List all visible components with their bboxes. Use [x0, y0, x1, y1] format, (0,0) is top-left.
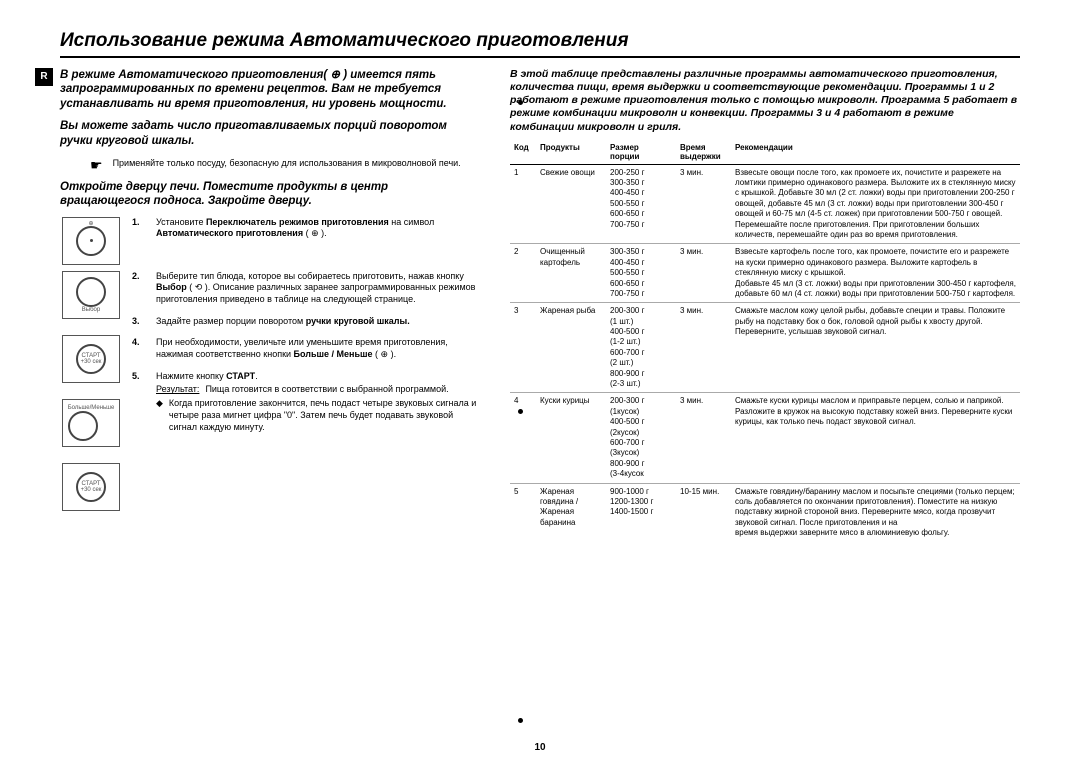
- table-cell: 3 мин.: [676, 244, 731, 303]
- pointing-hand-icon: ☛: [90, 158, 103, 172]
- table-cell: 1: [510, 164, 536, 244]
- th-size: Размер порции: [606, 140, 676, 165]
- table-cell: 3 мин.: [676, 164, 731, 244]
- step-number: 5.: [132, 371, 146, 433]
- table-row: 1Свежие овощи200-250 г 300-350 г 400-450…: [510, 164, 1020, 244]
- step-3-text: Задайте размер порции поворотом ручки кр…: [156, 316, 480, 328]
- table-cell: Свежие овощи: [536, 164, 606, 244]
- table-cell: 5: [510, 483, 536, 541]
- table-cell: Куски курицы: [536, 393, 606, 483]
- instruction-intro: Откройте дверцу печи. Поместите продукты…: [60, 180, 480, 209]
- binding-dots: [518, 100, 523, 723]
- table-row: 3Жареная рыба200-300 г (1 шт.) 400-500 г…: [510, 303, 1020, 393]
- steps-list: ⊕ 1. Установите Переключатель режимов пр…: [60, 217, 480, 511]
- table-cell: 900-1000 г 1200-1300 г 1400-1500 г: [606, 483, 676, 541]
- table-cell: Взвесьте картофель после того, как промо…: [731, 244, 1020, 303]
- table-cell: 3: [510, 303, 536, 393]
- step-number: 2.: [132, 271, 146, 306]
- diamond-bullet-icon: ◆: [156, 398, 163, 433]
- right-column: В этой таблице представлены различные пр…: [510, 68, 1020, 542]
- safety-note: ☛ Применяйте только посуду, безопасную д…: [90, 158, 480, 172]
- table-cell: 200-250 г 300-350 г 400-450 г 500-550 г …: [606, 164, 676, 244]
- page-number: 10: [534, 742, 545, 753]
- intro-paragraph-2: Вы можете задать число приготавливаемых …: [60, 119, 480, 148]
- table-cell: 3 мин.: [676, 303, 731, 393]
- table-cell: 300-350 г 400-450 г 500-550 г 600-650 г …: [606, 244, 676, 303]
- start-button-icon: СТАРТ +30 сек: [62, 463, 120, 511]
- table-cell: 200-300 г (1 шт.) 400-500 г (1-2 шт.) 60…: [606, 303, 676, 393]
- step-number: 3.: [132, 316, 146, 328]
- result-label: Результат:: [156, 384, 199, 396]
- step-1-text: Установите Переключатель режимов пригото…: [156, 217, 480, 240]
- language-badge: R: [35, 68, 53, 86]
- th-time: Время выдержки: [676, 140, 731, 165]
- table-cell: 10-15 мин.: [676, 483, 731, 541]
- step-5-text: Нажмите кнопку СТАРТ. Результат: Пища го…: [156, 371, 480, 433]
- table-row: 4Куски курицы200-300 г (1кусок) 400-500 …: [510, 393, 1020, 483]
- completion-note: Когда приготовление закончится, печь под…: [169, 398, 480, 433]
- page-title: Использование режима Автоматического при…: [60, 30, 1020, 58]
- result-text: Пища готовится в соответствии с выбранно…: [205, 384, 448, 396]
- select-button-icon: Выбор: [62, 271, 120, 319]
- step-number: 1.: [132, 217, 146, 227]
- th-recommendations: Рекомендации: [731, 140, 1020, 165]
- table-cell: 3 мин.: [676, 393, 731, 483]
- table-cell: 200-300 г (1кусок) 400-500 г (2кусок) 60…: [606, 393, 676, 483]
- table-cell: Смажьте говядину/баранину маслом и посып…: [731, 483, 1020, 541]
- table-cell: 4: [510, 393, 536, 483]
- table-cell: Жареная рыба: [536, 303, 606, 393]
- table-row: 5Жареная говядина / Жареная баранина900-…: [510, 483, 1020, 541]
- th-products: Продукты: [536, 140, 606, 165]
- table-intro: В этой таблице представлены различные пр…: [510, 68, 1020, 134]
- table-cell: Взвесьте овощи после того, как промоете …: [731, 164, 1020, 244]
- start-dial-icon: СТАРТ +30 сек: [62, 335, 120, 383]
- table-cell: Смажьте маслом кожу целой рыбы, добавьте…: [731, 303, 1020, 393]
- table-cell: Очищенный картофель: [536, 244, 606, 303]
- table-cell: 2: [510, 244, 536, 303]
- table-row: 2Очищенный картофель300-350 г 400-450 г …: [510, 244, 1020, 303]
- step-4-text: При необходимости, увеличьте или уменьши…: [156, 337, 480, 360]
- step-2-text: Выберите тип блюда, которое вы собираете…: [156, 271, 480, 306]
- step-number: 4.: [132, 337, 146, 360]
- table-cell: Смажьте куски курицы маслом и приправьте…: [731, 393, 1020, 483]
- more-less-icon: Больше/Меньше: [62, 399, 120, 447]
- table-cell: Жареная говядина / Жареная баранина: [536, 483, 606, 541]
- mode-dial-icon: ⊕: [62, 217, 120, 265]
- safety-note-text: Применяйте только посуду, безопасную для…: [113, 158, 461, 172]
- th-code: Код: [510, 140, 536, 165]
- intro-paragraph-1: В режиме Автоматического приготовления( …: [60, 68, 480, 111]
- left-column: R В режиме Автоматического приготовления…: [60, 68, 480, 542]
- programs-table: Код Продукты Размер порции Время выдержк…: [510, 140, 1020, 542]
